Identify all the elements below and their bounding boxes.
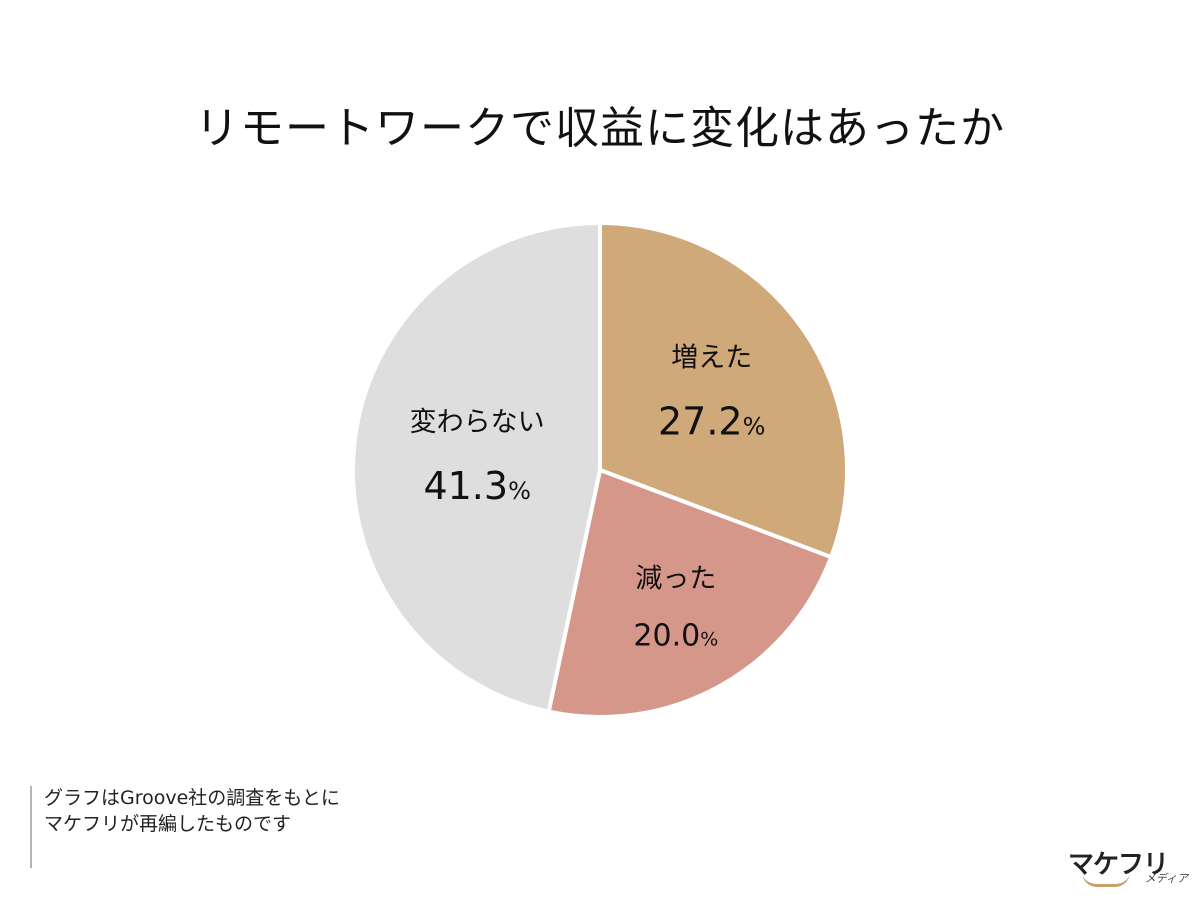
slice-value-label-3: 41.3% (423, 464, 530, 508)
slice-value-label-2: 20.0% (633, 619, 718, 654)
pie-slice-3 (351, 220, 602, 714)
brand-logo-subtitle: メディア (1144, 872, 1188, 885)
slice-value-label-1: 27.2% (658, 400, 765, 444)
pie-labels: 増えた 27.2% 減った 20.0% 変わらない 41.3% (410, 343, 766, 654)
chart-title: リモートワークで収益に変化はあったか (195, 103, 1005, 154)
brand-logo: マケフリ メディア (1068, 842, 1188, 888)
pie-slice-2 (546, 467, 834, 719)
brand-logo-smile-icon (1082, 872, 1130, 887)
source-note: グラフはGroove社の調査をもとに マケフリが再編したものです (30, 786, 340, 868)
source-note-line-2: マケフリが再編したものです (44, 812, 292, 835)
source-note-line-1: グラフはGroove社の調査をもとに (44, 787, 340, 809)
pie-slice-1 (598, 220, 849, 560)
slice-name-label-3: 変わらない (410, 407, 545, 438)
pie-slices (351, 220, 849, 719)
slice-name-label-2: 減った (635, 564, 716, 595)
slice-name-label-1: 増えた (671, 343, 752, 374)
